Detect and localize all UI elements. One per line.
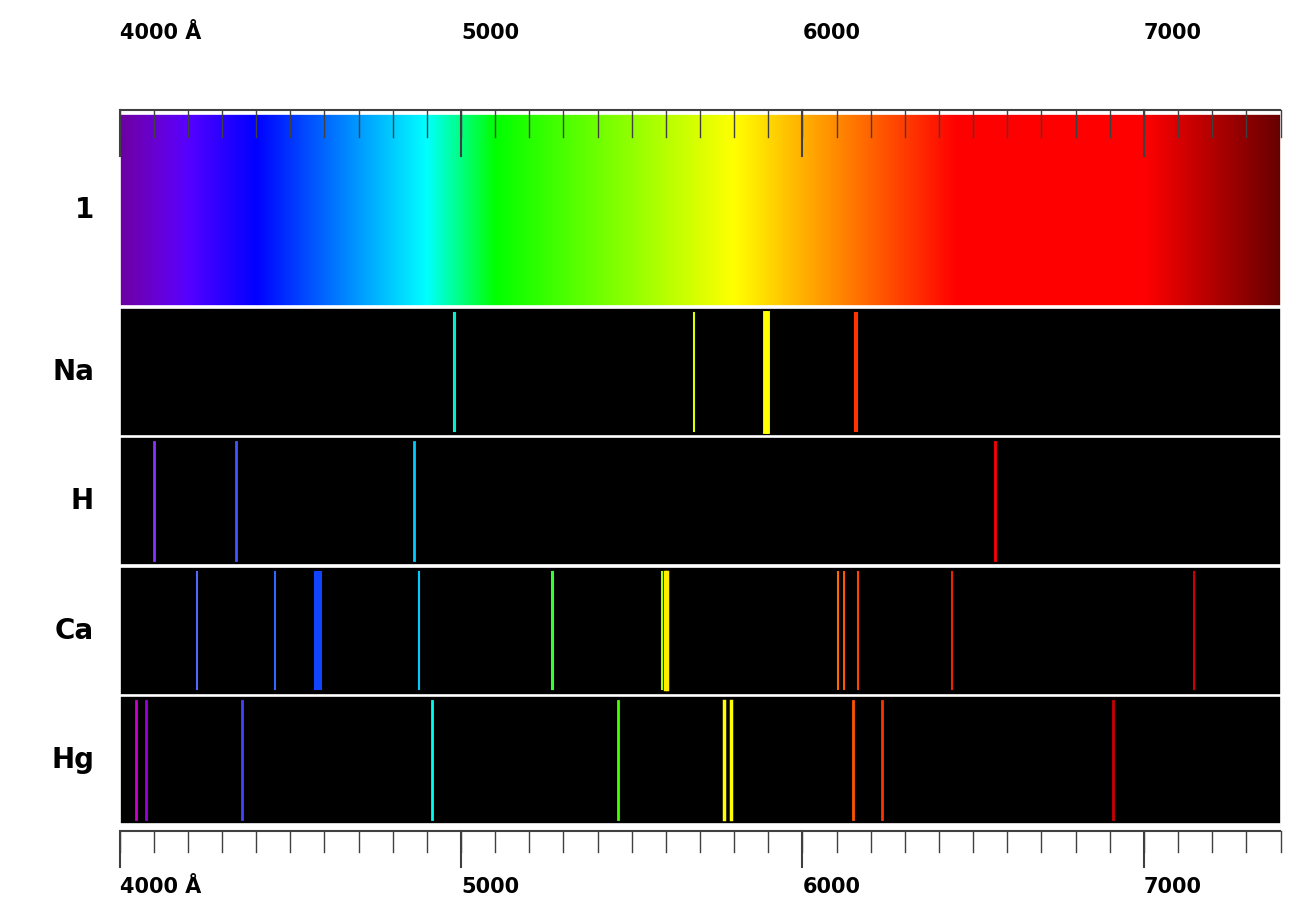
Text: Na: Na (52, 358, 94, 386)
Text: 6000: 6000 (802, 23, 861, 43)
Text: 5000: 5000 (462, 877, 519, 897)
Text: 4000 Å: 4000 Å (120, 877, 200, 897)
Text: 5000: 5000 (462, 23, 519, 43)
Text: 1: 1 (75, 197, 94, 224)
Text: H: H (72, 487, 94, 515)
Text: Ca: Ca (55, 617, 94, 644)
Text: 7000: 7000 (1144, 877, 1202, 897)
Text: 4000 Å: 4000 Å (120, 23, 200, 43)
Text: 6000: 6000 (802, 877, 861, 897)
Text: Hg: Hg (51, 746, 94, 774)
Text: 7000: 7000 (1144, 23, 1202, 43)
